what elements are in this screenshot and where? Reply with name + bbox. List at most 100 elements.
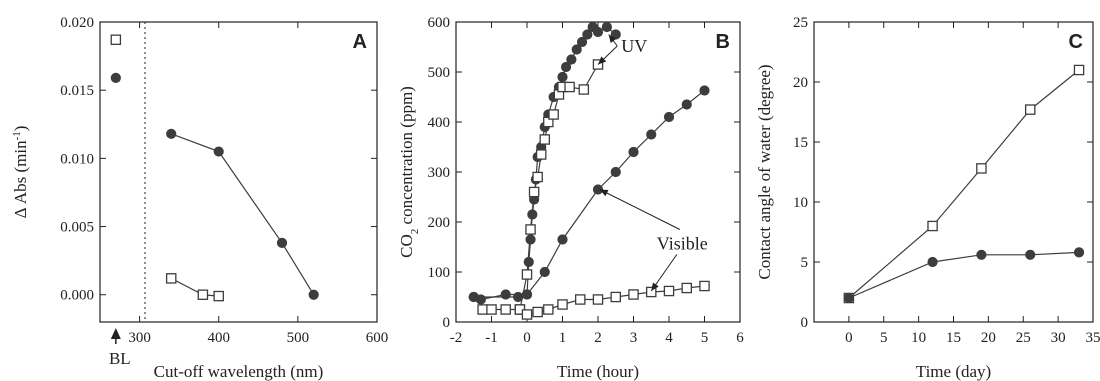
- data-point: [566, 54, 577, 65]
- data-point: [578, 84, 590, 95]
- y-tick-label: 25: [793, 15, 808, 31]
- x-tick-label: 400: [207, 330, 230, 346]
- data-point: [525, 224, 536, 235]
- data-point: [513, 291, 524, 303]
- y-axis-label-sup: -1: [11, 131, 23, 140]
- y-tick-label: 600: [428, 15, 451, 31]
- x-tick-label: 20: [981, 330, 996, 346]
- baseline-point: [110, 34, 122, 45]
- x-tick-label: 6: [736, 330, 744, 346]
- y-tick-label: 100: [428, 265, 451, 281]
- data-point: [486, 304, 497, 315]
- series-line: [482, 285, 705, 316]
- y-tick-label: 20: [793, 75, 808, 91]
- x-tick-label: 5: [701, 330, 709, 346]
- data-point: [213, 290, 224, 302]
- data-point: [539, 134, 551, 145]
- data-point: [628, 289, 639, 300]
- data-point: [477, 304, 488, 315]
- x-tick-label: 30: [1051, 330, 1066, 346]
- panel-a: 0.000 0.005 0.010 0.015 0.020 300 400 500 600 Cut…: [11, 15, 388, 381]
- y-tick-label: 300: [428, 165, 451, 181]
- data-point: [646, 129, 657, 140]
- x-tick-label: 15: [946, 330, 961, 346]
- y-axis-label-rest: concentration (ppm): [397, 86, 416, 229]
- data-point: [543, 116, 554, 128]
- x-tick-label: 2: [594, 330, 602, 346]
- y-axis-label: CO2 concentration (ppm): [397, 86, 421, 258]
- data-point: [165, 273, 177, 284]
- y-tick-label: 0: [443, 315, 451, 331]
- y-axis-label-main: Δ Abs (min: [11, 140, 30, 218]
- data-point: [1024, 104, 1036, 115]
- series-filled-circle-0: [110, 72, 319, 300]
- y-axis-label-main: CO: [397, 234, 416, 258]
- y-axis-label-sub: 2: [409, 229, 421, 235]
- data-point: [308, 289, 319, 300]
- annotation-arrowhead: [598, 56, 607, 65]
- y-tick-label: 0.005: [60, 220, 94, 236]
- y-tick-label: 0.010: [60, 151, 94, 167]
- data-point: [213, 146, 224, 157]
- data-point: [681, 282, 693, 294]
- data-point: [197, 289, 209, 300]
- data-point: [276, 237, 288, 249]
- data-point: [582, 29, 593, 40]
- panel-letter: A: [353, 31, 367, 53]
- series-filled-circle-2: [468, 85, 710, 303]
- x-tick-label: -1: [485, 330, 498, 346]
- data-point: [843, 292, 854, 304]
- baseline-point: [110, 72, 121, 84]
- series-line: [171, 133, 315, 296]
- data-point: [532, 171, 543, 183]
- data-point: [592, 184, 604, 195]
- data-point: [564, 81, 575, 93]
- series-open-square-3: [477, 280, 710, 320]
- data-point: [1073, 64, 1085, 76]
- data-point: [532, 306, 543, 318]
- baseline-arrow: [110, 328, 121, 339]
- annotation-arrow: [599, 189, 681, 230]
- y-tick-label: 0: [801, 315, 809, 331]
- annotation-label: UV: [621, 36, 647, 56]
- panel-c: 0 5 10 15 20 25 0 5 10 15 20 25 30 35 Time (day) Contac…: [755, 15, 1100, 381]
- data-point: [592, 26, 604, 38]
- data-point: [560, 61, 572, 73]
- data-point: [699, 85, 710, 96]
- series-open-square-1: [110, 34, 224, 302]
- data-point: [166, 128, 177, 139]
- data-point: [976, 163, 987, 174]
- data-point: [646, 286, 657, 298]
- x-tick-label: 5: [880, 330, 888, 346]
- x-tick-label: 4: [665, 330, 673, 346]
- data-point: [592, 294, 604, 305]
- x-axis-label: Cut-off wavelength (nm): [154, 362, 324, 381]
- x-tick-label: 0: [523, 330, 531, 346]
- data-point: [610, 291, 622, 303]
- y-tick-label: 0.020: [60, 15, 94, 31]
- series-line: [848, 251, 1080, 299]
- x-tick-label: 600: [366, 330, 389, 346]
- x-axis-label: Time (hour): [557, 362, 639, 381]
- x-tick-label: 0: [845, 330, 853, 346]
- panel-letter: C: [1069, 31, 1083, 53]
- y-axis-label: Contact angle of water (degree): [755, 64, 774, 279]
- data-point: [927, 220, 938, 232]
- data-point: [663, 111, 675, 123]
- data-point: [1025, 249, 1036, 260]
- data-point: [500, 289, 511, 300]
- series-line: [170, 277, 219, 297]
- data-point: [521, 289, 533, 300]
- data-point: [699, 280, 710, 292]
- data-point: [539, 266, 550, 278]
- data-point: [927, 256, 938, 268]
- y-tick-label: 0.000: [60, 288, 94, 304]
- data-point: [576, 36, 588, 48]
- series-line: [848, 69, 1080, 299]
- series-open-square-0: [843, 64, 1085, 304]
- data-point: [601, 21, 612, 33]
- annotation-arrowhead: [608, 34, 617, 43]
- data-point: [663, 285, 675, 297]
- y-tick-label: 5: [801, 255, 809, 271]
